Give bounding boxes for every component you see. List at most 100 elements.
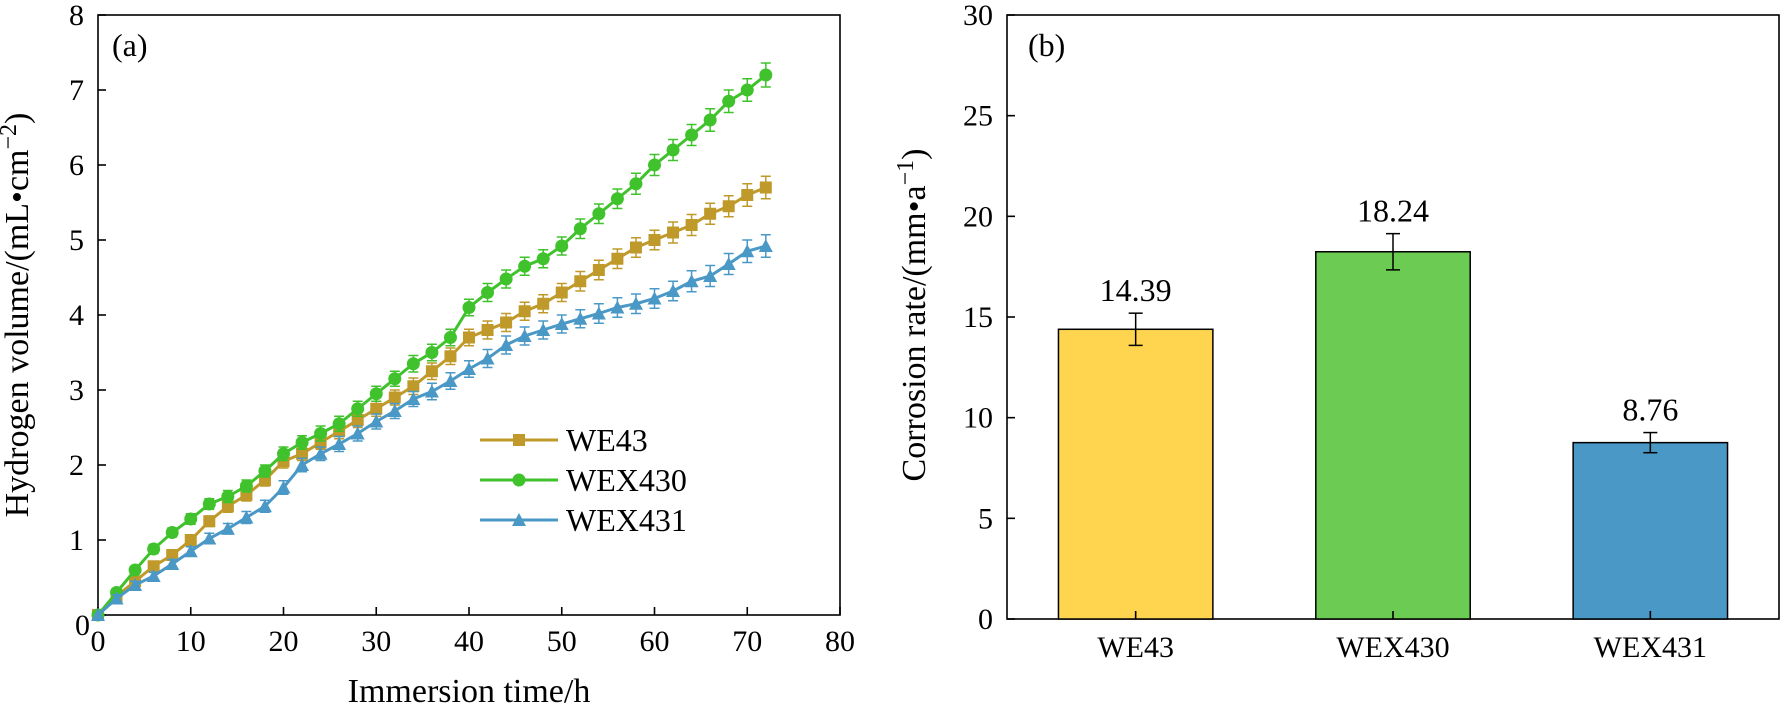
data-point bbox=[443, 374, 458, 387]
series-line bbox=[97, 244, 767, 617]
legend-swatch-marker bbox=[512, 473, 526, 487]
bar-value-label: 14.39 bbox=[1100, 272, 1172, 308]
x-tick-label: WEX431 bbox=[1594, 631, 1707, 664]
legend-swatch-marker bbox=[512, 513, 526, 526]
data-point bbox=[296, 447, 309, 460]
data-point bbox=[517, 329, 532, 342]
data-point bbox=[258, 464, 272, 478]
y-ticks-b: 0 5 10 15 20 25 30 bbox=[963, 0, 1015, 636]
bar-group-wex431: 8.76 WEX431 bbox=[1572, 392, 1729, 664]
data-point bbox=[592, 207, 606, 221]
data-point bbox=[481, 286, 495, 299]
data-point bbox=[147, 560, 160, 573]
data-point bbox=[684, 274, 699, 288]
data-point bbox=[462, 301, 476, 314]
data-point bbox=[202, 531, 217, 545]
x-tick-label: WE43 bbox=[1097, 631, 1174, 664]
data-point bbox=[221, 490, 235, 503]
data-point bbox=[184, 534, 197, 546]
data-point bbox=[276, 480, 291, 494]
series-wex431 bbox=[91, 234, 773, 621]
y-tick-label: 0 bbox=[978, 603, 993, 636]
legend-label: WE43 bbox=[566, 422, 648, 458]
legend-item-wex430: WEX430 bbox=[480, 462, 687, 498]
data-point bbox=[610, 192, 624, 206]
bar-value-label: 18.24 bbox=[1357, 193, 1429, 229]
bar bbox=[1315, 251, 1471, 620]
data-point bbox=[128, 563, 142, 577]
y-tick-label: 2 bbox=[69, 449, 84, 482]
data-point bbox=[592, 264, 605, 276]
data-point bbox=[500, 316, 513, 329]
panel-label-b: (b) bbox=[1028, 27, 1065, 63]
y-tick-label: 10 bbox=[963, 402, 993, 435]
data-point bbox=[257, 499, 272, 513]
data-point bbox=[463, 331, 475, 344]
data-point bbox=[313, 446, 328, 460]
data-point bbox=[351, 402, 365, 416]
x-tick-label: 50 bbox=[547, 625, 577, 658]
data-point bbox=[703, 269, 718, 282]
data-point bbox=[499, 272, 513, 286]
panel-label-a: (a) bbox=[112, 27, 148, 63]
panel-b-bar-chart: (b) 0 5 10 15 20 25 30 Corrosion rate/(mm•a−1)… bbox=[893, 0, 1780, 664]
data-point bbox=[648, 234, 661, 246]
data-point bbox=[369, 387, 383, 401]
data-point bbox=[759, 181, 772, 194]
data-point bbox=[314, 436, 327, 449]
data-point bbox=[758, 239, 773, 252]
data-point bbox=[554, 317, 569, 330]
x-tick-label: 10 bbox=[176, 625, 206, 658]
x-tick-label: 60 bbox=[640, 625, 670, 658]
data-point bbox=[555, 286, 568, 299]
y-tick-label: 0 bbox=[75, 609, 90, 642]
y-tick-label: 8 bbox=[69, 0, 84, 32]
y-tick-label: 4 bbox=[69, 299, 84, 332]
y-tick-label: 20 bbox=[963, 200, 993, 233]
data-point bbox=[109, 591, 124, 605]
panel-a-line-chart: (a) 0 10 20 30 40 50 60 70 80 0 1 2 3 4 5 6 7 8 Immersio… bbox=[0, 0, 855, 706]
series-wex430 bbox=[91, 62, 773, 622]
data-point bbox=[202, 497, 216, 511]
legend-swatch-marker bbox=[513, 434, 525, 446]
legend-a: WE43 WEX430 WEX431 bbox=[480, 422, 687, 538]
y-tick-label: 5 bbox=[69, 224, 84, 257]
bars-group-b: 14.39 WE43 18.24 WEX430 8.76 WEX431 bbox=[1057, 193, 1729, 664]
data-point bbox=[369, 414, 384, 428]
data-point bbox=[536, 323, 551, 336]
x-axis-label-a: Immersion time/h bbox=[348, 673, 591, 706]
data-point bbox=[537, 297, 550, 310]
y-tick-label: 30 bbox=[963, 0, 993, 32]
bar bbox=[1057, 328, 1214, 620]
data-point bbox=[740, 244, 755, 258]
data-point bbox=[406, 392, 421, 405]
data-point bbox=[387, 404, 402, 417]
legend-label: WEX431 bbox=[566, 502, 687, 538]
data-point bbox=[443, 331, 457, 344]
data-point bbox=[406, 357, 420, 371]
data-point bbox=[166, 549, 179, 561]
data-point bbox=[147, 542, 161, 556]
data-point bbox=[685, 219, 698, 231]
data-point bbox=[184, 512, 198, 526]
data-point bbox=[165, 557, 180, 570]
y-tick-label: 1 bbox=[69, 524, 84, 557]
data-point bbox=[165, 526, 179, 539]
data-point bbox=[332, 417, 346, 431]
data-point bbox=[666, 284, 681, 297]
x-tick-label: 40 bbox=[454, 625, 484, 658]
series-line bbox=[96, 186, 767, 617]
x-tick-label: 0 bbox=[91, 625, 106, 658]
x-tick-label: 70 bbox=[732, 625, 762, 658]
data-point bbox=[314, 427, 328, 440]
legend-label: WEX430 bbox=[566, 462, 687, 498]
data-point bbox=[722, 200, 735, 213]
data-point bbox=[239, 510, 254, 524]
data-point bbox=[703, 113, 717, 127]
data-point bbox=[425, 365, 438, 378]
data-point bbox=[629, 241, 642, 254]
data-point bbox=[424, 384, 439, 398]
y-tick-label: 5 bbox=[978, 502, 993, 535]
y-tick-label: 6 bbox=[69, 149, 84, 182]
bar bbox=[1572, 441, 1729, 620]
